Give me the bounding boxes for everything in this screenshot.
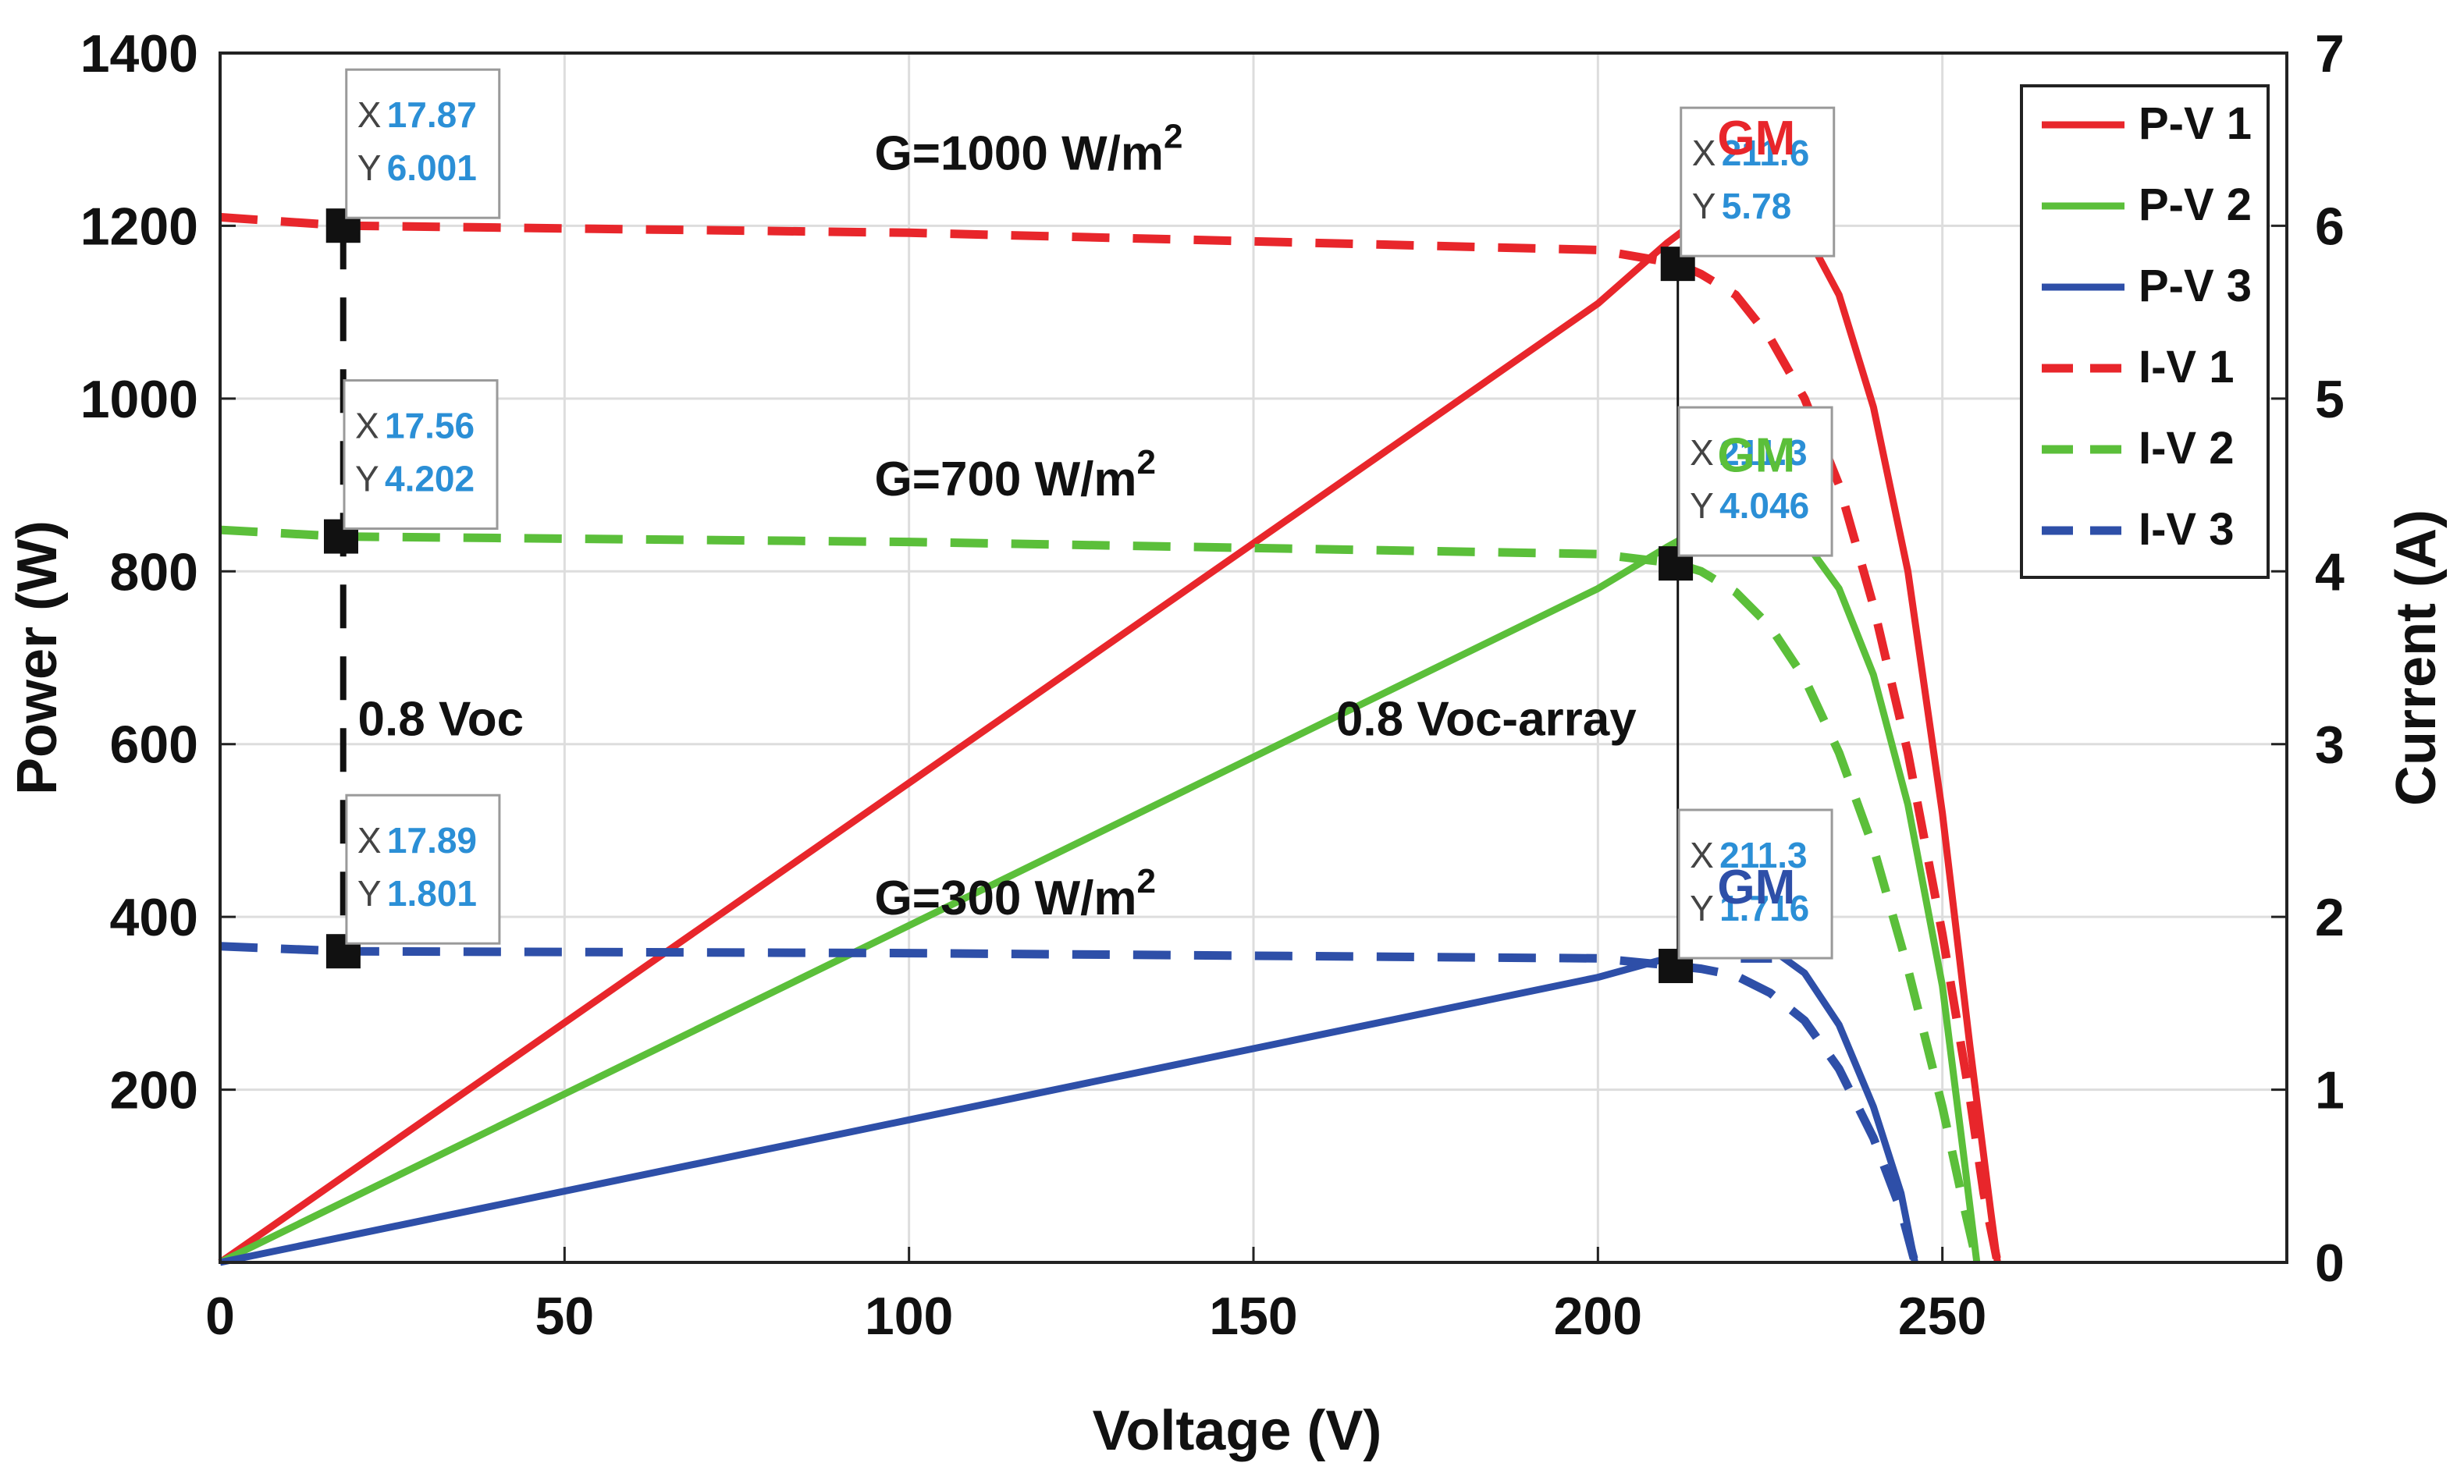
y-axis-label: Power (W) [6, 520, 69, 795]
datatip-y-value: 6.001 [387, 147, 477, 188]
x-tick-labels: 0 50 100 150 200 250 [205, 1247, 1986, 1346]
y2-tick-label: 3 [2315, 715, 2345, 775]
datatip-y-label: Y [1690, 888, 1714, 928]
datatip-y-value: 1.801 [387, 873, 477, 914]
y2-tick-label: 7 [2315, 24, 2345, 83]
legend-label: P-V 1 [2139, 98, 2252, 149]
legend-label: I-V 2 [2139, 423, 2235, 474]
datatip-x-value: 17.87 [387, 94, 477, 135]
series-i-v-2 [219, 525, 1982, 1264]
datatip-y-value: 4.202 [385, 459, 475, 499]
y-tick-label: 400 [110, 888, 198, 947]
legend-label: I-V 3 [2139, 504, 2235, 555]
datatip-x-label: X [357, 94, 382, 135]
series-i-v-3 [219, 942, 1919, 1264]
datatip-box [1677, 808, 1833, 960]
datatip-box [1677, 406, 1833, 557]
x-tick-label: 250 [1898, 1287, 1986, 1346]
datatip-x-label: X [357, 820, 382, 861]
y2-tick-label: 4 [2315, 542, 2345, 602]
datatip-y-label: Y [355, 459, 379, 499]
irradiance-300-label: G=300 W/m2 [875, 862, 1156, 925]
series-p-v-3 [219, 943, 1918, 1266]
legend-box [2020, 84, 2270, 579]
y2-tick-label: 6 [2315, 197, 2345, 256]
datatip-y-value: 1.716 [1719, 888, 1809, 928]
datatip-x-value: 211.6 [1722, 133, 1810, 173]
legend-label: P-V 3 [2139, 261, 2252, 311]
datatip-box [343, 379, 499, 531]
annotations: G=1000 W/m2 G=700 W/m2 G=300 W/m2 0.8 Vo… [358, 117, 1637, 925]
x-tick-label: 200 [1554, 1287, 1642, 1346]
datatip-x-value: 211.3 [1719, 432, 1808, 473]
datatip-x-value: 17.89 [387, 820, 477, 861]
datatip-y-label: Y [1690, 485, 1714, 526]
datatip-y-label: Y [1692, 186, 1716, 226]
x-tick-label: 100 [865, 1287, 953, 1346]
datatip-x-label: X [355, 406, 379, 446]
gm-label: GM [1717, 112, 1795, 165]
x-tick-label: 150 [1209, 1287, 1297, 1346]
datatip-y-value: 5.78 [1722, 186, 1792, 226]
y-tick-label: 1200 [80, 197, 198, 256]
datatip-x-label: X [1690, 835, 1714, 875]
datatip-x-value: 17.56 [385, 406, 475, 446]
y2-tick-label: 1 [2315, 1061, 2345, 1120]
grid-lines [220, 53, 2287, 1262]
datatip-box [345, 68, 501, 219]
x-tick-label: 0 [205, 1287, 235, 1346]
legend-label: I-V 1 [2139, 342, 2235, 392]
datatip-x-label: X [1692, 133, 1716, 173]
y2-tick-label: 5 [2315, 370, 2345, 429]
y2-tick-label: 2 [2315, 888, 2345, 947]
irradiance-1000-label: G=1000 W/m2 [875, 117, 1183, 180]
y-tick-label: 1000 [80, 370, 198, 429]
datatip-y-label: Y [357, 873, 382, 914]
datatip-box [1680, 106, 1836, 257]
y-tick-labels: 200 400 600 800 1000 1200 1400 [80, 24, 236, 1120]
gm-label: GM [1717, 428, 1795, 482]
y2-tick-label: 0 [2315, 1234, 2345, 1293]
y-tick-label: 1400 [80, 24, 198, 83]
irradiance-700-label: G=700 W/m2 [875, 443, 1156, 506]
gm-label: GM [1717, 861, 1795, 914]
gm-labels: GM GM GM [1717, 112, 1795, 914]
x-tick-label: 50 [535, 1287, 595, 1346]
series-i-v-1 [219, 212, 2002, 1264]
legend: P-V 1 P-V 2 P-V 3 I-V 1 I-V 2 I-V 3 [2020, 84, 2270, 579]
datatip-box [345, 793, 501, 945]
y-tick-label: 200 [110, 1061, 198, 1120]
legend-label: P-V 2 [2139, 179, 2252, 230]
x-axis-label: Voltage (V) [1093, 1400, 1382, 1462]
datatip-y-value: 4.046 [1719, 485, 1809, 526]
datatip-x-label: X [1690, 432, 1714, 473]
datatip-y-label: Y [357, 147, 382, 188]
voc-array-label: 0.8 Voc-array [1336, 693, 1637, 747]
y2-axis-label: Current (A) [2385, 509, 2448, 806]
voc-label: 0.8 Voc [358, 693, 524, 747]
markers-layer [323, 183, 1772, 984]
y2-tick-labels: 0 1 2 3 4 5 6 7 [2271, 24, 2345, 1293]
y-tick-label: 600 [110, 715, 198, 775]
datatip-x-value: 211.3 [1719, 835, 1808, 875]
y-tick-label: 800 [110, 542, 198, 602]
